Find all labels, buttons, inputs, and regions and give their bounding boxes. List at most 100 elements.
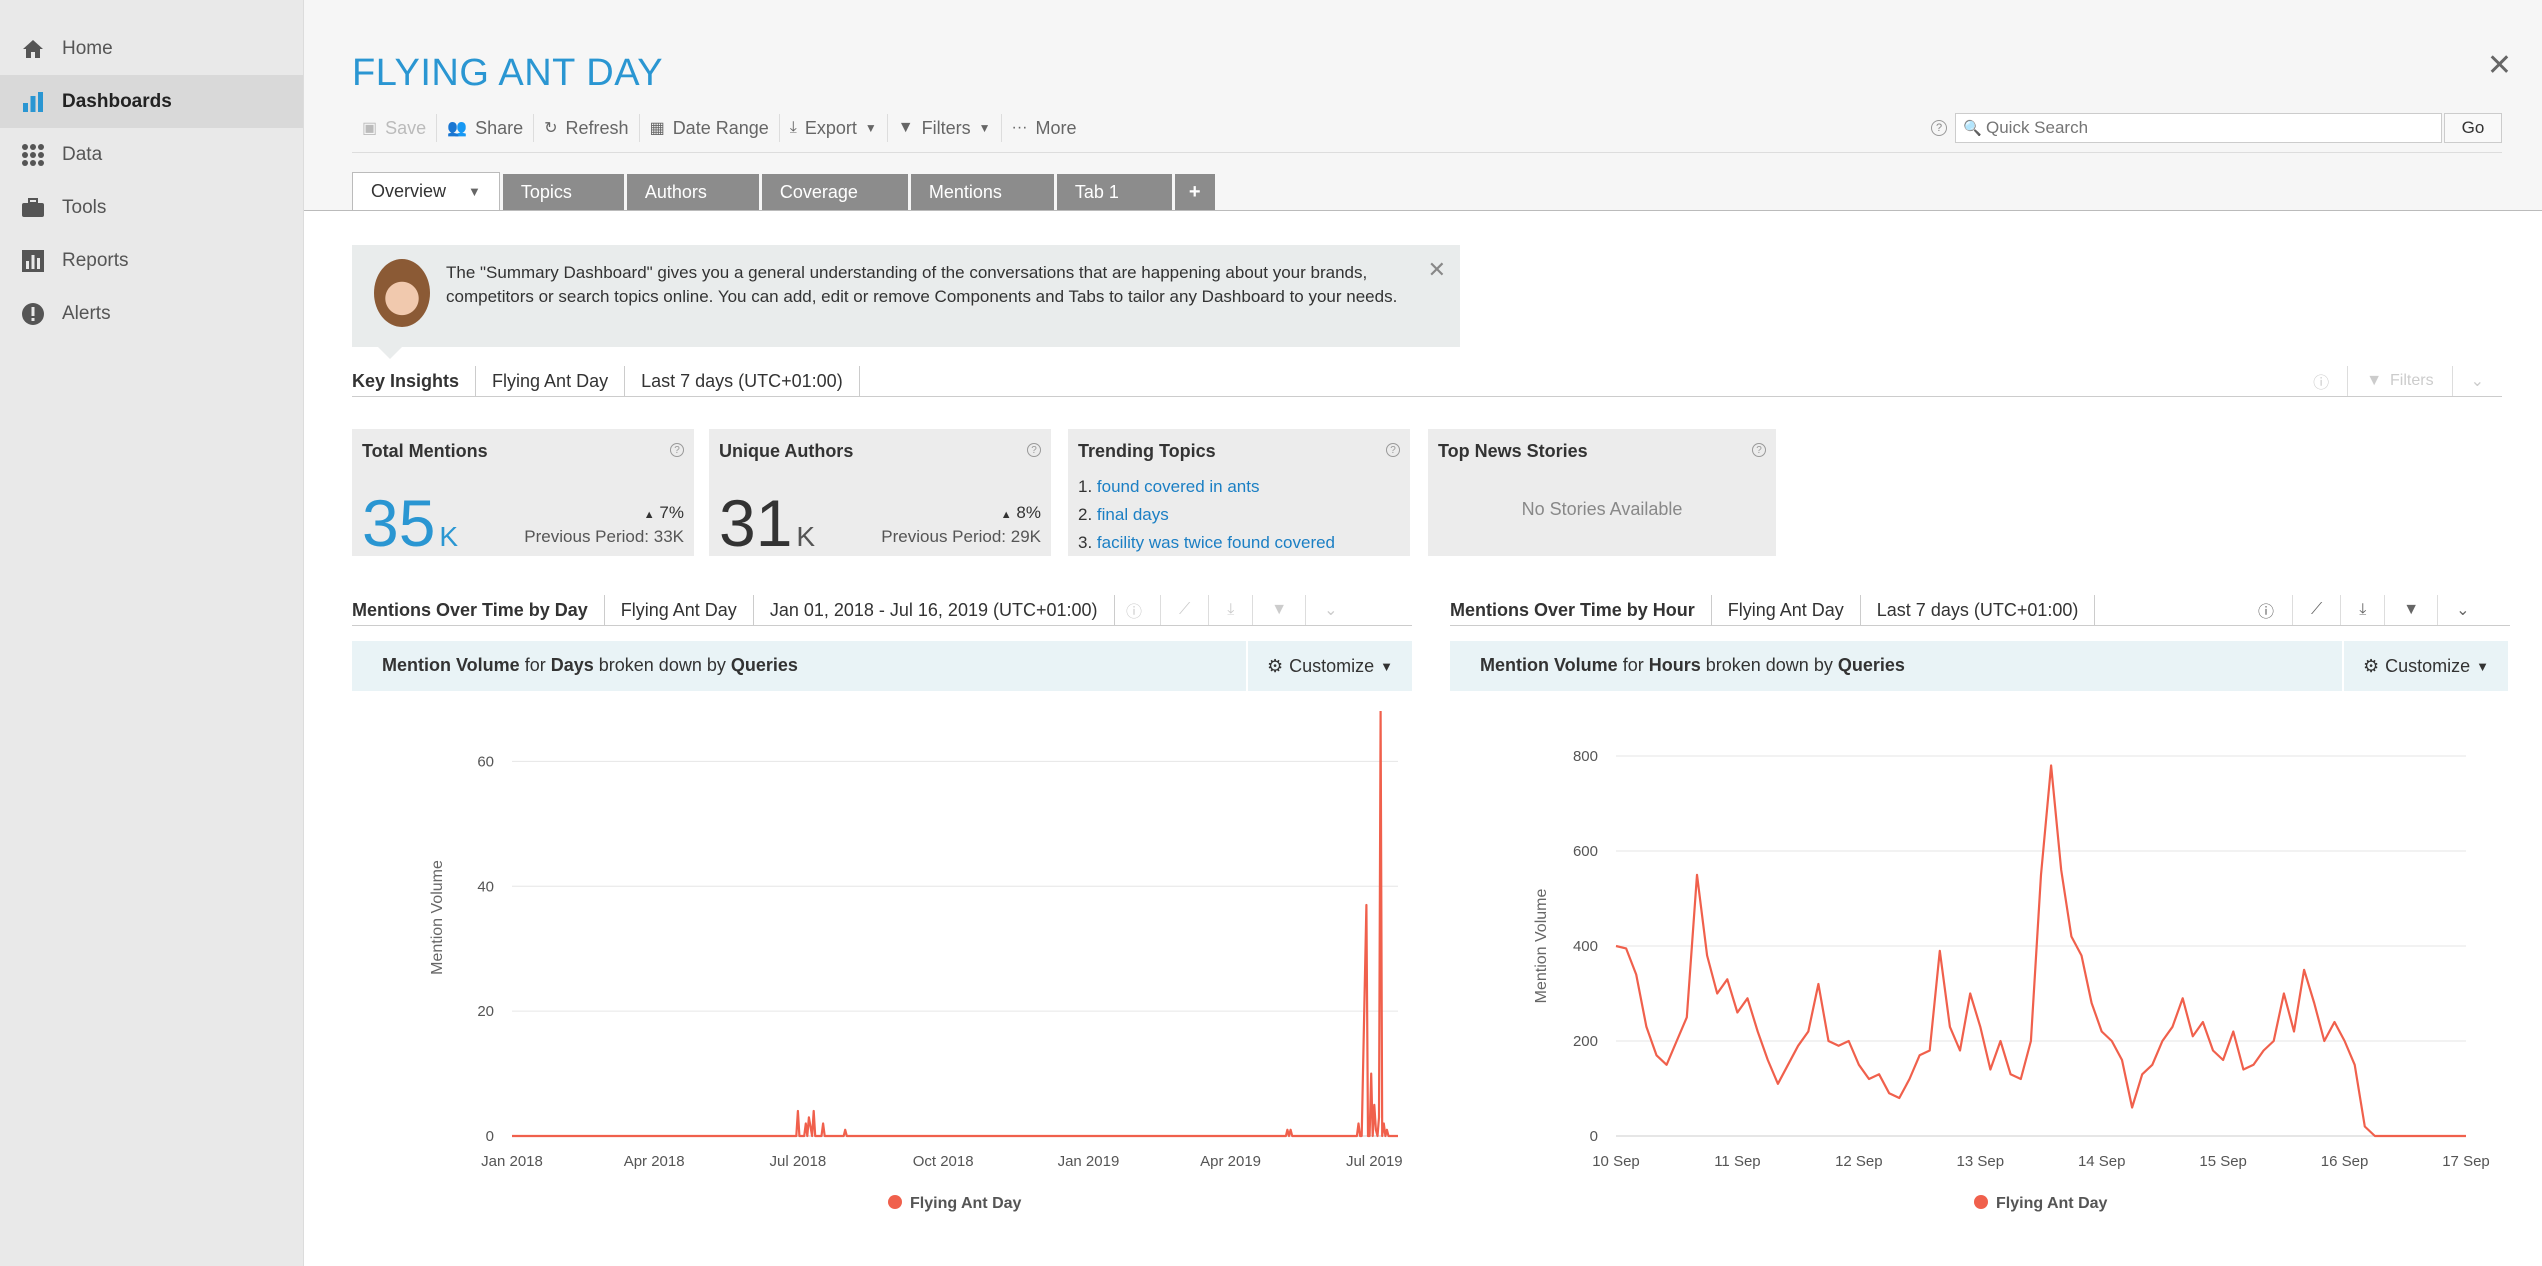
change-indicator: ▲ 8% xyxy=(1000,503,1041,522)
help-icon[interactable]: ? xyxy=(1386,443,1400,457)
close-icon[interactable]: ✕ xyxy=(1427,257,1446,282)
x-tick-label: 17 Sep xyxy=(2442,1153,2490,1170)
previous-period: Previous Period: 29K xyxy=(881,527,1041,546)
chart-left-bar: Mentions Over Time by Day Flying Ant Day… xyxy=(352,595,1115,625)
search-input[interactable] xyxy=(1955,113,2442,143)
key-insights-actions: ⓘ ▼ Filters ⌄ xyxy=(2295,366,2502,396)
tab-coverage[interactable]: Coverage xyxy=(761,174,908,210)
sidebar-item-tools[interactable]: Tools xyxy=(0,181,303,234)
tab-authors[interactable]: Authors xyxy=(626,174,759,210)
filter-icon: ▼ xyxy=(2366,372,2383,389)
tab-topics[interactable]: Topics xyxy=(502,174,624,210)
topic-link[interactable]: final days xyxy=(1096,505,1169,524)
mentions-by-day-chart: 0 20 40 60 Jan 2018 Apr 2018 Jul 2018 Oct 2018 J… xyxy=(429,711,1403,1212)
gear-icon: ⚙ xyxy=(1266,655,1284,676)
line-chart-icon[interactable]: ⟋ xyxy=(1160,595,1208,625)
grid-icon xyxy=(20,142,46,168)
x-tick-label: Jan 2018 xyxy=(481,1153,543,1170)
chart-left-heading: Mention Volume for Days broken down by Q… xyxy=(382,655,798,675)
tab-tab-1[interactable]: Tab 1 xyxy=(1056,174,1172,210)
tab-overview[interactable]: Overview ▼ xyxy=(352,172,500,210)
chart-right-query[interactable]: Flying Ant Day xyxy=(1712,595,1861,625)
chevron-down-icon[interactable]: ⌄ xyxy=(1305,595,1355,625)
sidebar-item-label: Reports xyxy=(62,249,129,271)
date-range-button[interactable]: ▦ Date Range xyxy=(640,114,780,142)
chart-right-heading: Mention Volume for Hours broken down by … xyxy=(1480,655,1905,675)
alert-icon xyxy=(20,301,46,327)
filter-icon[interactable]: ▼ xyxy=(1252,595,1305,625)
filters-button[interactable]: ▼ Filters xyxy=(2347,366,2451,396)
refresh-button[interactable]: ↻ Refresh xyxy=(534,114,640,142)
download-icon[interactable]: ⤓ xyxy=(2340,595,2384,625)
filters-button[interactable]: ▼ Filters ▼ xyxy=(888,114,1002,142)
chart-left-actions: ⓘ ⟋ ⤓ ▼ ⌄ xyxy=(1108,595,1356,625)
sidebar-item-data[interactable]: Data xyxy=(0,128,303,181)
chart-right-header: Mention Volume for Hours broken down by … xyxy=(1450,641,2508,691)
key-insights-period[interactable]: Last 7 days (UTC+01:00) xyxy=(625,366,860,396)
calendar-icon: ▦ xyxy=(649,120,665,137)
chevron-down-icon[interactable]: ▼ xyxy=(468,184,481,199)
unique-authors-value: 31 K xyxy=(719,486,816,560)
legend-label: Flying Ant Day xyxy=(910,1195,1022,1212)
filter-icon[interactable]: ▼ xyxy=(2384,595,2437,625)
chart-left-query[interactable]: Flying Ant Day xyxy=(605,595,754,625)
help-icon[interactable]: ⓘ xyxy=(2313,375,2330,392)
chart-left-period[interactable]: Jan 01, 2018 - Jul 16, 2019 (UTC+01:00) xyxy=(754,595,1115,625)
save-button[interactable]: ▣ Save xyxy=(352,114,438,142)
list-item: 2. final days xyxy=(1078,505,1169,524)
key-insights-query[interactable]: Flying Ant Day xyxy=(476,366,626,396)
info-notice: The "Summary Dashboard" gives you a gene… xyxy=(352,245,1460,359)
chevron-down-icon[interactable]: ⌄ xyxy=(2451,366,2502,396)
customize-button[interactable]: ⚙ Customize ▼ xyxy=(1246,641,1412,691)
download-icon[interactable]: ⤓ xyxy=(1208,595,1252,625)
line-chart-icon[interactable]: ⟋ xyxy=(2292,595,2340,625)
chevron-down-icon[interactable]: ⌄ xyxy=(2437,595,2487,625)
help-icon[interactable]: ? xyxy=(670,443,684,457)
divider xyxy=(352,396,2502,397)
close-icon[interactable]: ✕ xyxy=(2486,49,2512,82)
y-tick-label: 0 xyxy=(1590,1128,1598,1145)
notice-pointer xyxy=(378,347,402,359)
key-insights-bar: Key Insights Flying Ant Day Last 7 days … xyxy=(352,366,860,396)
chevron-down-icon: ▼ xyxy=(1380,658,1394,674)
add-tab-button[interactable]: + xyxy=(1174,174,1215,210)
save-icon: ▣ xyxy=(362,120,378,137)
y-tick-label: 400 xyxy=(1573,938,1598,955)
help-icon[interactable]: ? xyxy=(1752,443,1766,457)
tab-mentions[interactable]: Mentions xyxy=(910,174,1054,210)
search-icon: 🔍 xyxy=(1963,120,1982,137)
sidebar: Home Dashboards Data Tools Reports Alert… xyxy=(0,0,304,1266)
x-tick-label: Jul 2018 xyxy=(769,1153,826,1170)
y-tick-label: 0 xyxy=(486,1128,494,1145)
topic-link[interactable]: found covered in ants xyxy=(1096,477,1260,496)
briefcase-icon xyxy=(20,195,46,221)
help-icon[interactable]: ⓘ xyxy=(1126,604,1143,621)
sidebar-item-home[interactable]: Home xyxy=(0,22,303,75)
ellipsis-icon: ··· xyxy=(1011,119,1028,136)
y-axis-label: Mention Volume xyxy=(429,860,446,975)
arrow-up-icon: ▲ xyxy=(643,509,655,521)
sidebar-item-alerts[interactable]: Alerts xyxy=(0,287,303,340)
share-button[interactable]: 👥 Share xyxy=(437,114,535,142)
customize-button[interactable]: ⚙ Customize ▼ xyxy=(2342,641,2508,691)
help-icon[interactable]: ⓘ xyxy=(2258,604,2275,621)
sidebar-item-dashboards[interactable]: Dashboards xyxy=(0,75,303,128)
sidebar-item-label: Tools xyxy=(62,196,107,218)
sidebar-item-label: Home xyxy=(62,37,113,59)
help-icon[interactable]: ? xyxy=(1027,443,1041,457)
list-item: 1. found covered in ants xyxy=(1078,477,1260,496)
chevron-down-icon: ▼ xyxy=(2476,658,2490,674)
tab-divider xyxy=(304,210,2542,211)
x-tick-label: 11 Sep xyxy=(1714,1153,1760,1170)
card-title: Top News Stories xyxy=(1438,441,1588,461)
sidebar-item-label: Dashboards xyxy=(62,90,172,112)
go-button[interactable]: Go xyxy=(2444,113,2502,143)
topic-link[interactable]: facility was twice found covered xyxy=(1096,533,1336,552)
empty-state: No Stories Available xyxy=(1521,499,1683,519)
more-button[interactable]: ··· More xyxy=(1011,117,1077,138)
help-icon[interactable]: ? xyxy=(1931,120,1947,136)
export-button[interactable]: ⤓ Export ▼ xyxy=(780,114,888,142)
sidebar-item-reports[interactable]: Reports xyxy=(0,234,303,287)
chart-right-period[interactable]: Last 7 days (UTC+01:00) xyxy=(1861,595,2096,625)
x-tick-label: 10 Sep xyxy=(1592,1153,1640,1170)
